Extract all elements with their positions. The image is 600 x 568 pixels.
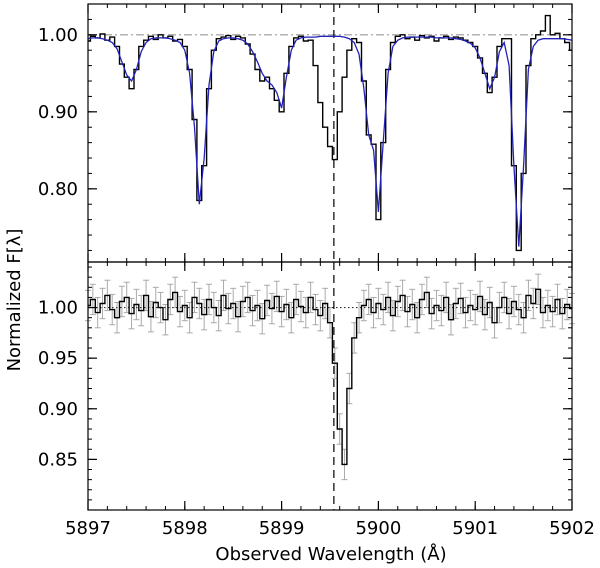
x-axis-title: Observed Wavelength (Å) <box>215 543 446 565</box>
bottom-frame <box>87 261 573 511</box>
x-tick-label: 5900 <box>355 518 401 539</box>
x-tick-label: 5898 <box>162 518 208 539</box>
y-tick-label: 1.00 <box>38 25 78 46</box>
bottom-panel: 0.85 0.90 0.95 1.00 5897 5898 5899 5900 5901 5902 <box>38 261 595 539</box>
y-tick-label: 0.80 <box>38 179 78 200</box>
top-series-group <box>87 14 573 252</box>
x-tick-label: 5897 <box>65 518 111 539</box>
bottom-data-steps <box>88 288 572 466</box>
top-axes: 0.80 0.90 1.00 <box>38 3 573 263</box>
y-tick-label: 1.00 <box>38 298 78 319</box>
x-tick-label: 5901 <box>452 518 498 539</box>
y-tick-label: 0.90 <box>38 102 78 123</box>
bottom-axes: 0.85 0.90 0.95 1.00 5897 5898 5899 5900 5901 5902 <box>38 261 595 539</box>
y-tick-label: 0.90 <box>38 399 78 420</box>
y-axis-title: Normalized F[λ] <box>4 229 25 372</box>
bottom-series-group <box>88 288 572 466</box>
top-data-steps <box>88 14 572 252</box>
top-panel: 0.80 0.90 1.00 <box>38 3 573 263</box>
top-model-line <box>87 35 573 247</box>
y-tick-label: 0.95 <box>38 348 78 369</box>
x-tick-label: 5902 <box>549 518 595 539</box>
x-tick-label: 5899 <box>259 518 305 539</box>
y-tick-label: 0.85 <box>38 449 78 470</box>
